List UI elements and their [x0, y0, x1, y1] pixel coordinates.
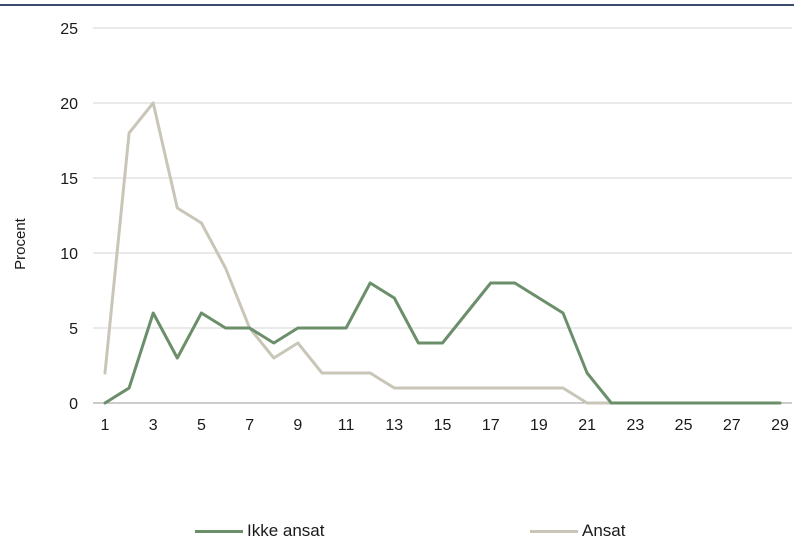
- x-tick-label: 27: [723, 417, 741, 434]
- y-tick-label: 0: [69, 396, 78, 413]
- x-tick-label: 3: [149, 417, 158, 434]
- x-tick-label: 5: [197, 417, 206, 434]
- y-tick-label: 10: [60, 246, 78, 263]
- y-tick-label: 20: [60, 96, 78, 113]
- x-tick-label: 23: [626, 417, 644, 434]
- gridlines: [93, 27, 792, 404]
- legend-label-ikke-ansat: Ikke ansat: [247, 521, 325, 540]
- legend-swatch-ansat: [530, 529, 578, 533]
- y-axis-label: Procent: [12, 217, 29, 270]
- y-tick-label: 15: [60, 171, 78, 188]
- x-tick-label: 17: [482, 417, 500, 434]
- series-line-ikke-ansat: [103, 281, 782, 405]
- series-lines: [103, 101, 782, 405]
- x-tick-label: 25: [675, 417, 693, 434]
- legend-item-ikke-ansat: Ikke ansat: [195, 521, 325, 541]
- x-tick-label: 19: [530, 417, 548, 434]
- top-rule: [0, 4, 794, 6]
- x-tick-label: 11: [338, 417, 355, 434]
- x-tick-label: 15: [434, 417, 452, 434]
- x-tick-label: 21: [578, 417, 596, 434]
- x-tick-label: 9: [293, 417, 302, 434]
- y-tick-label: 25: [60, 21, 78, 38]
- x-tick-label: 13: [385, 417, 403, 434]
- x-tick-label: 1: [101, 417, 110, 434]
- x-tick-label: 7: [245, 417, 254, 434]
- x-tick-labels: 1 3 5 7 9 11 13 15 17 19 21 23 25 27 29: [101, 417, 789, 434]
- y-tick-label: 5: [69, 321, 78, 338]
- legend-label-ansat: Ansat: [582, 521, 626, 540]
- legend-item-ansat: Ansat: [530, 521, 625, 541]
- y-tick-labels: 0 5 10 15 20 25: [60, 21, 78, 413]
- x-tick-label: 29: [771, 417, 789, 434]
- legend-swatch-ikke-ansat: [195, 529, 243, 533]
